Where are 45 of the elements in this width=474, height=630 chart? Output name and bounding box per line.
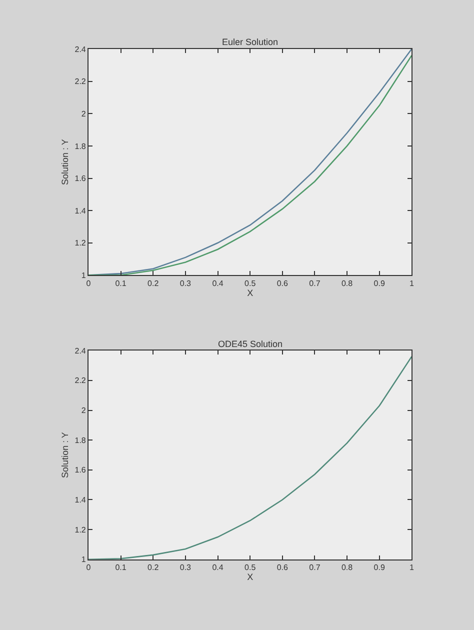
y-tick-label: 1.6 xyxy=(74,174,86,184)
x-tick-label: 0.9 xyxy=(374,563,386,572)
x-tick-label: 0 xyxy=(86,278,92,288)
y-tick-label: 1 xyxy=(81,555,86,564)
x-tick-label: 0 xyxy=(86,563,92,572)
y-tick-label: 2.2 xyxy=(74,77,86,86)
x-tick-label: 0.7 xyxy=(309,278,321,288)
y-tick-label: 1.8 xyxy=(74,436,86,445)
x-tick-label: 1 xyxy=(409,563,414,572)
y-tick-label: 1.4 xyxy=(74,496,86,505)
x-tick-label: 0.5 xyxy=(244,563,256,572)
x-tick-label: 0.8 xyxy=(341,278,354,288)
y-tick-label: 1.2 xyxy=(74,525,86,534)
y-tick-label: 1 xyxy=(81,271,86,280)
x-tick-label: 0.7 xyxy=(309,563,321,572)
x-tick-label: 1 xyxy=(409,278,414,288)
x-tick-label: 0.8 xyxy=(341,563,354,572)
chart-title: Euler Solution xyxy=(222,37,278,47)
y-tick-label: 1.8 xyxy=(74,142,86,151)
chart-title: ODE45 Solution xyxy=(218,339,283,349)
x-tick-label: 0.3 xyxy=(180,563,192,572)
x-axis-title: X xyxy=(247,572,254,582)
x-tick-label: 0.3 xyxy=(180,278,192,288)
x-tick-label: 0.1 xyxy=(115,278,127,288)
y-axis-title: Solution : Y xyxy=(60,139,70,186)
y-tick-label: 1.6 xyxy=(74,466,86,475)
x-axis-title: X xyxy=(247,288,254,298)
y-tick-label: 2.2 xyxy=(74,376,86,386)
x-tick-label: 0.1 xyxy=(115,563,127,572)
y-tick-label: 2.4 xyxy=(74,44,86,54)
x-tick-label: 0.9 xyxy=(374,278,386,288)
x-tick-label: 0.4 xyxy=(212,278,224,288)
x-tick-label: 0.5 xyxy=(244,278,256,288)
y-tick-label: 2 xyxy=(81,109,86,118)
x-tick-label: 0.2 xyxy=(148,563,160,572)
y-tick-label: 1.2 xyxy=(74,238,86,248)
x-tick-label: 0.6 xyxy=(276,278,289,288)
y-tick-label: 2 xyxy=(81,406,86,416)
y-axis-title: Solution : Y xyxy=(60,432,70,478)
x-tick-label: 0.2 xyxy=(148,278,160,288)
y-tick-label: 1.4 xyxy=(74,206,86,216)
x-tick-label: 0.6 xyxy=(276,563,289,572)
line-series xyxy=(88,356,412,560)
y-tick-label: 2.4 xyxy=(74,346,86,356)
x-tick-label: 0.4 xyxy=(212,563,224,572)
